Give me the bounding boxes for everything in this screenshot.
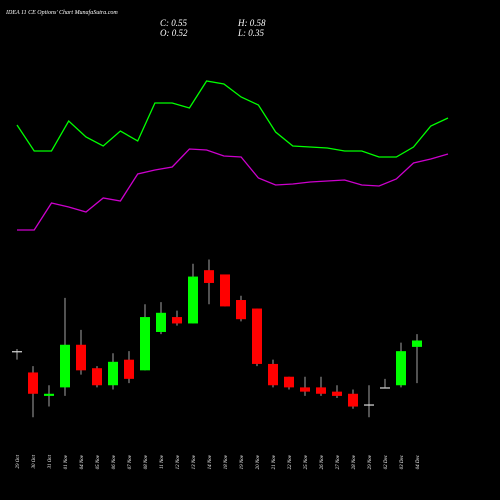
x-tick-label: 03 Dec: [400, 454, 405, 469]
x-tick-label: 14 Nov: [208, 454, 213, 469]
x-tick-label: 13 Nov: [192, 454, 197, 469]
indicator-line: [16, 80, 449, 158]
candle-body: [204, 270, 214, 283]
x-tick-label: 12 Nov: [176, 454, 181, 469]
x-tick-label: 20 Nov: [256, 454, 261, 469]
candle-body: [28, 372, 38, 394]
x-tick-label: 19 Nov: [240, 454, 245, 469]
candle-body: [252, 308, 262, 364]
candle-body: [108, 361, 118, 386]
ohlc-label: O: 0.52: [160, 28, 188, 38]
candle-body: [316, 387, 326, 394]
candle-body: [396, 351, 406, 386]
candle-body: [60, 344, 70, 388]
candle-body: [156, 312, 166, 332]
candle-body: [220, 274, 230, 307]
candle-body: [364, 404, 374, 406]
x-tick-label: 25 Nov: [304, 454, 309, 469]
x-tick-label: 02 Dec: [384, 454, 389, 469]
candle-body: [236, 300, 246, 320]
candle-body: [76, 344, 86, 371]
x-tick-label: 06 Nov: [112, 454, 117, 469]
x-tick-label: 07 Nov: [128, 454, 133, 469]
x-tick-label: 31 Oct: [48, 454, 53, 468]
candle-body: [172, 317, 182, 324]
x-tick-label: 18 Nov: [224, 454, 229, 469]
candle-body: [300, 387, 310, 392]
candle-body: [124, 359, 134, 379]
x-tick-label: 27 Nov: [336, 454, 341, 469]
x-tick-label: 11 Nov: [160, 454, 165, 469]
x-tick-label: 08 Nov: [144, 454, 149, 469]
x-tick-label: 05 Nov: [96, 454, 101, 469]
candle-body: [140, 317, 150, 371]
candle-body: [412, 340, 422, 347]
indicator-line: [17, 148, 449, 231]
x-tick-label: 29 Oct: [16, 454, 21, 468]
ohlc-label: L: 0.35: [237, 28, 265, 38]
chart-title: IDEA 11 CE Options' Chart MunafaSutra.co…: [5, 9, 118, 16]
x-tick-label: 21 Nov: [272, 454, 277, 469]
x-tick-label: 01 Nov: [64, 454, 69, 469]
x-tick-label: 30 Oct: [32, 454, 37, 468]
candle-body: [348, 393, 358, 407]
candle-body: [188, 276, 198, 324]
candle-body: [380, 387, 390, 389]
x-tick-label: 04 Nov: [80, 454, 85, 469]
ohlc-label: H: 0.58: [237, 18, 266, 28]
x-tick-label: 28 Nov: [352, 454, 357, 469]
x-tick-label: 26 Nov: [320, 454, 325, 469]
x-tick-label: 04 Dec: [416, 454, 421, 469]
candle-body: [44, 393, 54, 396]
x-tick-label: 22 Nov: [288, 454, 293, 469]
candle-body: [12, 351, 22, 353]
candle-body: [268, 363, 278, 386]
ohlc-label: C: 0.55: [160, 18, 188, 28]
candle-body: [332, 391, 342, 396]
candle-body: [284, 376, 294, 388]
x-tick-label: 29 Nov: [368, 454, 373, 469]
candle-body: [92, 368, 102, 386]
